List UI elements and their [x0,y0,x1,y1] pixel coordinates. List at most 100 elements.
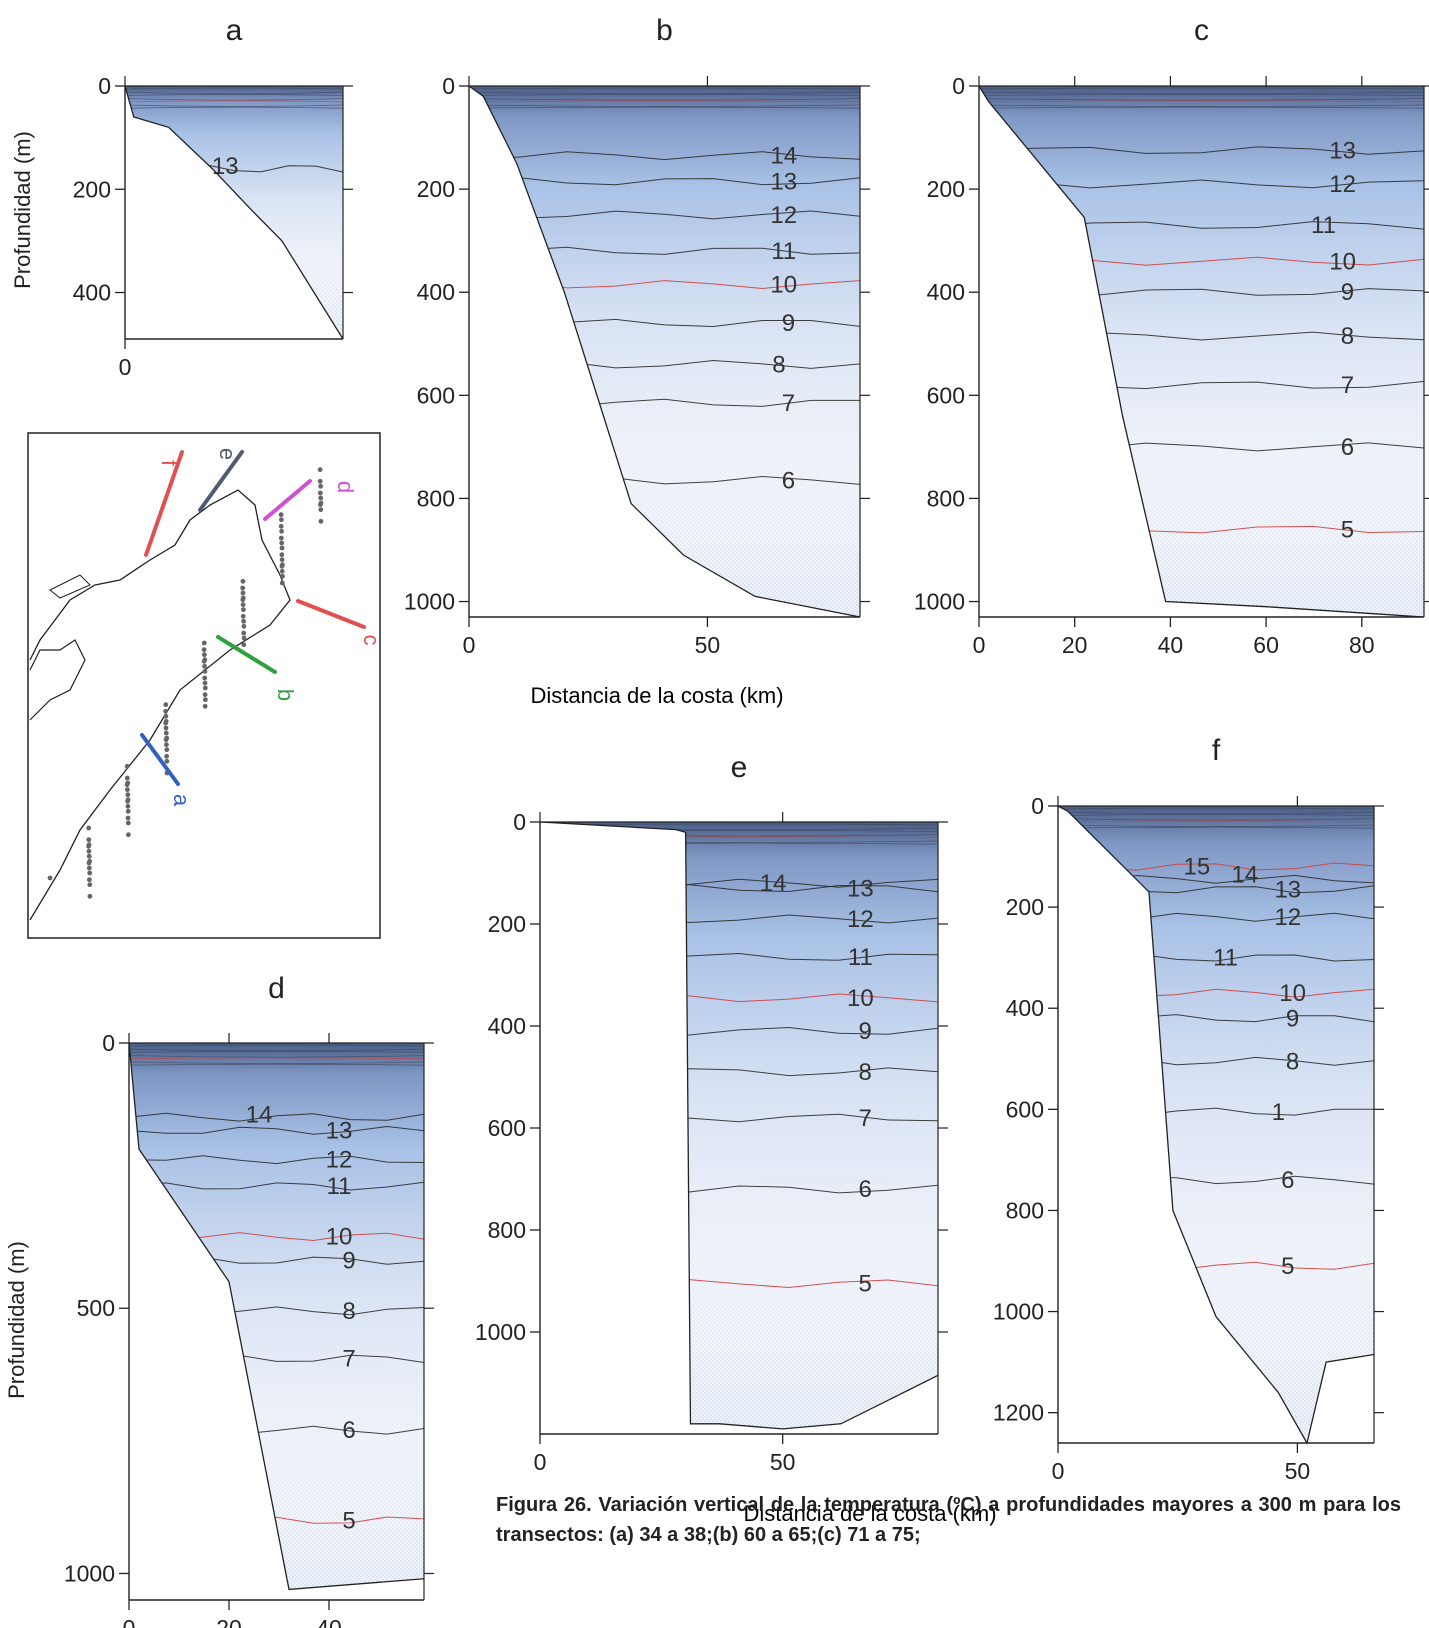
isotherm-label-11: 11 [1213,945,1238,972]
x-axis-label-bottom: Distancia de la costa (km) [743,1501,996,1526]
station-dot [279,552,285,558]
station-dot [163,737,169,743]
isotherm-label-11: 11 [848,944,873,971]
isotherm-line-13 [469,176,860,186]
station-dot [240,585,246,591]
panel-c: c 13 12 11 10 9 8 7 6 5 0 200 400 600 800 1000 0 20 40 60 80 [914,14,1429,658]
isotherm-label-14: 14 [246,1102,273,1129]
station-dot [318,483,323,489]
y-tick-label: 200 [417,176,455,202]
x-tick-label: 50 [770,1449,796,1475]
station-dot [125,808,131,814]
surface-isotherm [125,106,343,109]
x-tick-label: 80 [1349,632,1375,658]
transect-line-a [140,733,180,786]
y-tick-label: 800 [488,1217,526,1243]
panel-title-c: c [1194,14,1209,47]
station-dot [201,640,207,646]
y-axis-label-a: Profundidad (m) [10,131,35,289]
seafloor-profile-d [128,1042,425,1591]
surface-isotherm [1058,814,1374,816]
station-dot [86,865,92,871]
station-dot [163,725,169,731]
surface-isotherm [129,1063,424,1066]
station-dot [163,720,169,726]
panel-title-f: f [1212,734,1221,767]
surface-isotherm [469,100,860,103]
transect-line-c [296,599,366,629]
station-dot [240,602,246,608]
station-dot [86,853,92,859]
surface-isotherm [979,87,1424,90]
map-frame [27,432,381,939]
x-tick-label: 60 [1253,632,1279,658]
isotherm-label-8: 8 [342,1298,355,1325]
isotherm-label-14: 14 [1231,861,1258,888]
panel-f: f15 1413121110981650200400600800100012000… [993,734,1384,1484]
figure-caption: Figura 26. Variación vertical de la temp… [496,1494,1401,1546]
station-dot [87,877,92,883]
x-tick-label: 0 [1052,1458,1065,1484]
y-tick-label: 800 [927,485,965,511]
x-tick-label: 0 [973,632,986,658]
isotherm-label-10: 10 [1279,980,1306,1007]
isotherm-label-8: 8 [1341,323,1354,350]
station-dot [318,495,324,501]
isotherm-label-1: 1 [1272,1099,1285,1126]
station-dot [125,787,130,793]
isotherm-line-14 [129,1112,424,1122]
station-dot [163,708,169,714]
y-axis-label-d: Profundidad (m) [4,1241,29,1399]
water-section-e [540,822,938,1429]
station-dot [317,467,323,473]
x-tick-label: 50 [1285,1458,1311,1484]
isotherm-label-6: 6 [1281,1167,1294,1194]
isotherm-label-9: 9 [859,1018,872,1045]
surface-isotherm [129,1061,424,1064]
isotherm-label-6: 6 [859,1176,872,1203]
surface-isotherm [469,98,860,101]
station-dot [124,775,130,781]
y-tick-label: 400 [927,279,965,305]
surface-isotherm [1058,811,1374,815]
isotherm-label-9: 9 [1286,1005,1299,1032]
station-dot [280,573,285,579]
y-tick-label: 800 [417,485,455,511]
panel-title-e: e [731,751,748,784]
surface-isotherm [125,91,343,95]
water-section-b [469,86,860,617]
station-dot [125,798,130,804]
surface-isotherm [469,104,860,107]
station-dot [318,502,323,508]
water-section-d [129,1043,424,1590]
isotherm-label-9: 9 [1341,279,1354,306]
y-tick-label: 0 [442,73,455,99]
y-tick-label: 1000 [475,1319,526,1345]
station-dot [86,848,92,854]
station-dot [241,623,247,629]
station-dot [87,893,93,899]
water-section-c [979,86,1424,617]
panel-title-b: b [656,14,673,47]
isotherm-label-10: 10 [770,271,797,298]
isotherm-label-11: 11 [327,1173,352,1200]
station-dot [164,747,170,753]
station-dot [164,758,170,764]
isotherm-line-11 [129,1181,424,1191]
isotherm-label-14: 14 [770,143,797,170]
coastline-inlet [29,639,86,721]
surface-isotherm [125,98,343,101]
surface-isotherm [125,104,343,107]
isotherm-label-11: 11 [771,238,796,265]
station-dot [240,590,246,596]
station-dot [241,607,246,613]
transect-line-e [198,450,244,512]
y-tick-label: 0 [513,809,526,835]
station-dot [241,618,247,624]
surface-isotherm [469,87,860,90]
isotherm-label-11: 11 [1311,212,1336,239]
y-tick-label: 400 [73,280,111,306]
